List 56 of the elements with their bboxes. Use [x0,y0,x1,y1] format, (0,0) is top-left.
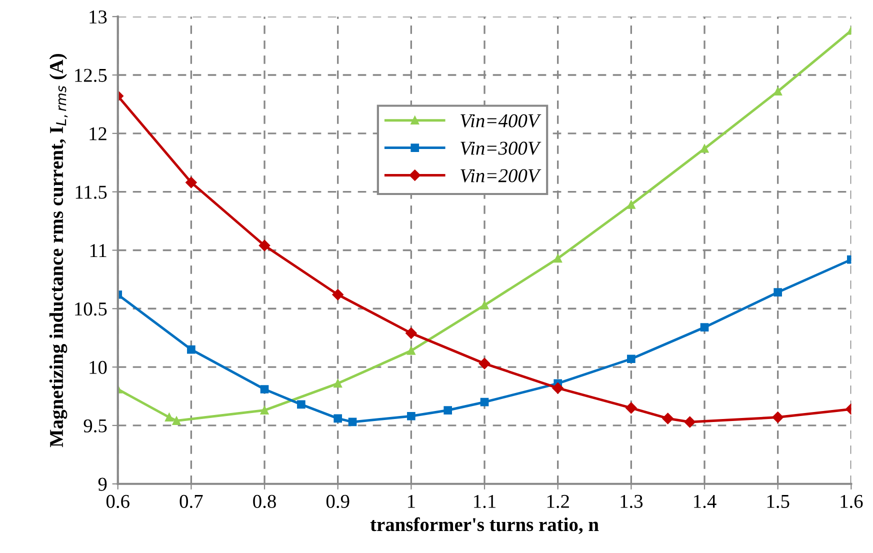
point [260,385,269,394]
y-tick-label: 9 [98,478,107,491]
point [480,398,489,406]
point [662,412,674,424]
point [407,412,416,420]
point [258,240,270,252]
y-axis-title: Magnetizing inductance rms current, I$_{L,rms}$ (A) [49,54,68,448]
point [774,87,782,96]
x-tick-label: 1.6 [840,494,863,508]
x-tick-label: 1.3 [620,494,643,508]
legend-label: Vin=200V [460,169,542,182]
y-tick-label: 9.5 [84,419,107,432]
point [187,345,196,354]
point [334,414,342,423]
y-tick-label: 10 [90,360,107,374]
point [627,200,636,209]
point [626,402,637,414]
point [774,288,782,296]
x-tick-label: 1.4 [694,494,716,508]
x-axis-title: transformer's turns ratio, n [370,517,599,534]
point [260,406,269,414]
legend-label: Vin=400V [460,114,542,128]
x-tick-label: 1.1 [474,494,496,508]
point [552,382,564,394]
point [444,406,452,414]
point [772,412,784,423]
point [627,354,636,364]
point [700,144,709,153]
point [554,254,562,263]
point [478,358,490,370]
x-tick-label: 0.9 [326,494,350,508]
y-tick-label: 12.5 [75,68,107,82]
point [186,176,197,188]
x-tick-label: 1 [408,494,415,508]
point [407,346,416,355]
point [165,413,174,422]
x-tick-label: 0.7 [180,494,203,508]
x-tick-label: 1.5 [767,494,790,508]
point [700,323,709,332]
point [348,418,357,426]
y-tick-label: 13 [90,10,107,24]
point [334,379,342,388]
point [297,400,306,409]
x-tick-label: 1.2 [547,494,569,508]
point [406,328,417,339]
y-tick-label: 10.5 [75,302,107,316]
y-tick-label: 11 [90,244,106,257]
point [480,300,489,310]
y-tick-label: 11.5 [76,186,107,199]
x-tick-label: 0.6 [106,494,130,508]
x-tick-label: 0.8 [253,494,276,508]
point [332,289,344,300]
point [684,416,696,428]
point [172,416,181,425]
legend-label: Vin=300V [460,142,542,155]
y-tick-label: 12 [90,127,106,140]
